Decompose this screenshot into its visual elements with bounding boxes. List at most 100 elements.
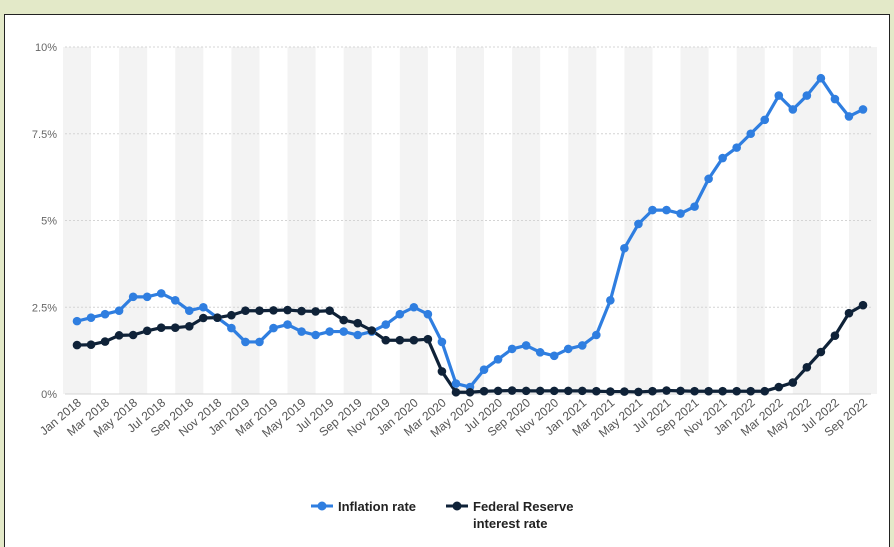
data-point-fed-rate [142, 326, 152, 336]
data-point-fed-rate [535, 386, 545, 396]
data-point-inflation [704, 174, 713, 184]
legend-marker-fed-rate [452, 501, 462, 511]
data-point-fed-rate [690, 386, 699, 396]
data-point-fed-rate [634, 387, 643, 397]
y-tick-label: 5% [41, 216, 57, 228]
data-point-fed-rate [114, 331, 124, 340]
y-tick-label: 10% [35, 42, 57, 54]
data-point-fed-rate [325, 306, 334, 316]
data-point-inflation [858, 105, 868, 114]
data-point-inflation [718, 153, 727, 163]
data-point-fed-rate [563, 386, 573, 396]
data-point-fed-rate [479, 386, 489, 396]
data-point-fed-rate [269, 306, 278, 315]
data-point-fed-rate [451, 387, 461, 397]
data-point-fed-rate [816, 347, 826, 357]
data-point-inflation [381, 320, 391, 329]
data-point-fed-rate [732, 386, 741, 396]
data-point-fed-rate [858, 300, 868, 310]
data-point-fed-rate [395, 335, 405, 345]
data-point-inflation [311, 330, 320, 340]
data-point-inflation [563, 344, 573, 354]
data-point-fed-rate [241, 306, 250, 316]
data-point-inflation [255, 337, 264, 347]
data-point-inflation [86, 313, 96, 322]
data-point-fed-rate [718, 386, 727, 396]
data-point-inflation [142, 292, 152, 302]
data-point-inflation [732, 143, 741, 152]
legend-item-inflation[interactable]: Inflation rate [311, 499, 416, 514]
data-point-fed-rate [507, 386, 517, 395]
data-point-inflation [844, 112, 854, 121]
data-point-inflation [100, 309, 110, 319]
data-point-inflation [662, 205, 671, 215]
data-point-fed-rate [493, 386, 503, 396]
data-point-fed-rate [184, 322, 194, 331]
data-point-fed-rate [774, 382, 784, 392]
legend-label-fed-rate-1: Federal Reserve [473, 499, 573, 514]
data-point-fed-rate [339, 315, 348, 325]
data-point-inflation [451, 379, 461, 388]
legend-item-fed-rate[interactable]: Federal Reserve interest rate [446, 499, 573, 531]
data-point-fed-rate [367, 326, 377, 335]
data-point-fed-rate [86, 340, 96, 350]
data-point-fed-rate [128, 330, 138, 340]
data-point-inflation [788, 105, 798, 114]
data-point-fed-rate [156, 323, 166, 333]
data-point-inflation [577, 341, 587, 350]
data-point-fed-rate [844, 308, 854, 318]
data-point-fed-rate [170, 323, 180, 333]
data-point-fed-rate [592, 386, 601, 396]
data-point-inflation [353, 330, 363, 340]
data-point-fed-rate [746, 386, 756, 396]
data-point-fed-rate [577, 386, 587, 396]
legend-label-fed-rate-2: interest rate [473, 516, 547, 531]
data-point-fed-rate [620, 387, 629, 396]
data-point-inflation [170, 296, 180, 305]
series-points [72, 73, 868, 397]
data-point-inflation [283, 320, 292, 329]
chart-card: 0% 2.5% 5% 7.5% 10% Jan 2018 Mar 2018 May 2018… [4, 14, 890, 547]
data-point-inflation [227, 323, 236, 333]
data-point-inflation [802, 91, 812, 100]
data-point-inflation [184, 306, 194, 316]
data-point-fed-rate [297, 306, 306, 316]
data-point-inflation [423, 309, 433, 319]
data-point-fed-rate [199, 313, 208, 323]
data-point-fed-rate [227, 310, 236, 320]
data-point-inflation [437, 337, 447, 347]
legend[interactable]: Inflation rate Federal Reserve interest … [311, 499, 573, 531]
data-point-inflation [746, 129, 756, 139]
data-point-inflation [72, 316, 82, 326]
data-point-inflation [297, 327, 306, 336]
data-point-fed-rate [662, 386, 671, 395]
data-point-inflation [535, 348, 545, 357]
data-point-inflation [774, 91, 784, 100]
data-point-inflation [521, 341, 531, 350]
data-point-inflation [816, 73, 826, 83]
data-point-inflation [269, 323, 278, 333]
data-point-inflation [760, 115, 770, 125]
data-point-fed-rate [521, 386, 531, 396]
data-point-inflation [114, 306, 124, 316]
data-point-fed-rate [423, 334, 433, 344]
data-point-fed-rate [465, 387, 475, 397]
data-point-fed-rate [704, 386, 713, 396]
data-point-inflation [549, 351, 559, 361]
data-point-inflation [241, 337, 250, 347]
data-point-fed-rate [255, 306, 264, 316]
data-point-fed-rate [72, 340, 82, 350]
data-point-fed-rate [311, 307, 320, 316]
data-point-fed-rate [830, 331, 840, 341]
data-point-inflation [128, 292, 138, 302]
data-point-fed-rate [648, 386, 657, 396]
data-point-fed-rate [788, 378, 798, 387]
data-point-fed-rate [676, 386, 685, 396]
data-point-fed-rate [381, 335, 391, 345]
data-point-inflation [409, 302, 419, 312]
data-point-inflation [199, 302, 208, 312]
data-point-fed-rate [213, 313, 222, 322]
data-point-fed-rate [802, 362, 812, 372]
legend-marker-inflation [317, 501, 327, 511]
data-point-inflation [620, 243, 629, 253]
